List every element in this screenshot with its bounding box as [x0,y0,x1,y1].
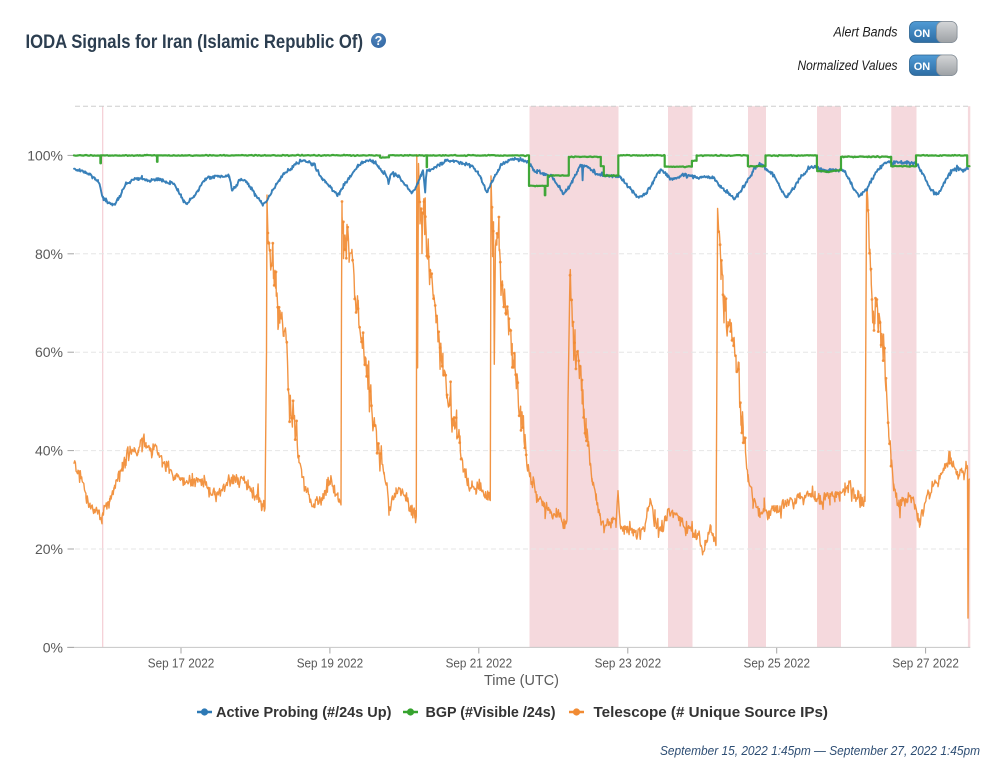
svg-text:20%: 20% [35,541,63,557]
svg-text:ON: ON [914,61,931,73]
svg-text:Sep 21 2022: Sep 21 2022 [446,656,512,671]
svg-text:80%: 80% [35,246,63,262]
svg-text:100%: 100% [27,147,63,163]
svg-text:BGP (#Visible /24s): BGP (#Visible /24s) [426,705,556,721]
svg-text:60%: 60% [35,344,63,360]
svg-text:Sep 19 2022: Sep 19 2022 [297,656,364,671]
svg-text:September 15, 2022 1:45pm — Se: September 15, 2022 1:45pm — September 27… [660,743,980,758]
svg-text:Sep 17 2022: Sep 17 2022 [148,656,215,671]
svg-text:Sep 25 2022: Sep 25 2022 [744,656,811,671]
svg-text:0%: 0% [43,639,63,655]
svg-text:Telescope (# Unique Source IPs: Telescope (# Unique Source IPs) [594,705,829,721]
svg-text:IODA Signals for Iran (Islamic: IODA Signals for Iran (Islamic Republic … [26,31,364,53]
svg-text:?: ? [375,34,383,48]
svg-text:Sep 23 2022: Sep 23 2022 [595,656,662,671]
svg-text:Active Probing (#/24s Up): Active Probing (#/24s Up) [216,705,392,721]
svg-text:40%: 40% [35,443,63,459]
svg-text:Sep 27 2022: Sep 27 2022 [892,656,959,671]
svg-text:Alert Bands: Alert Bands [833,25,898,40]
svg-text:ON: ON [914,28,931,40]
svg-text:Normalized Values: Normalized Values [798,58,898,73]
svg-text:Time (UTC): Time (UTC) [484,672,559,689]
